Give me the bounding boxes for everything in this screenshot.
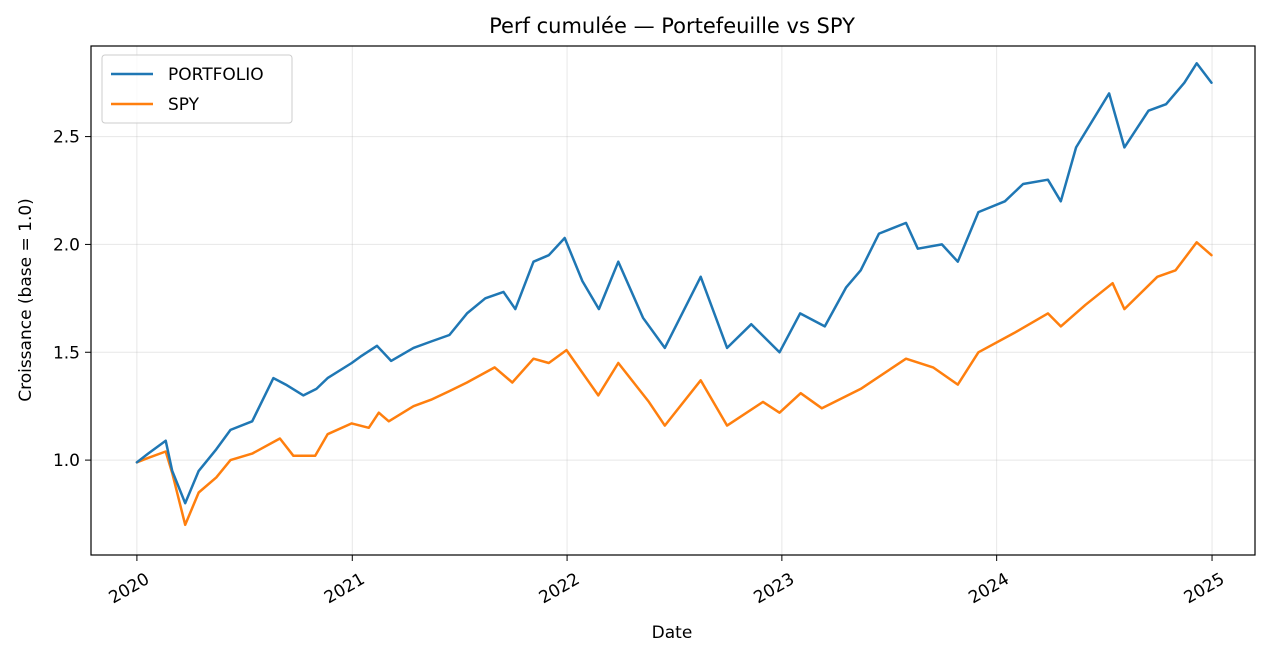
legend-label-portfolio: PORTFOLIO — [168, 65, 264, 85]
legend-label-spy: SPY — [168, 95, 200, 115]
y-tick-label: 2.5 — [53, 128, 80, 148]
y-axis: 1.0 1.5 2.0 2.5 — [53, 128, 91, 471]
chart-title: Perf cumulée — Portefeuille vs SPY — [489, 14, 855, 38]
plot-frame — [90, 45, 1256, 556]
x-axis-label: Date — [652, 623, 693, 643]
y-tick-label: 1.0 — [53, 451, 80, 471]
y-tick-label: 1.5 — [53, 343, 80, 363]
y-axis-label: Croissance (base = 1.0) — [16, 198, 36, 402]
series-layer — [135, 62, 1213, 527]
series-line-spy — [135, 241, 1213, 527]
legend: PORTFOLIO SPY — [101, 54, 293, 124]
legend-box — [101, 54, 293, 124]
series-line-portfolio — [135, 62, 1213, 505]
grid — [91, 46, 1255, 555]
y-tick-label: 2.0 — [53, 235, 80, 255]
